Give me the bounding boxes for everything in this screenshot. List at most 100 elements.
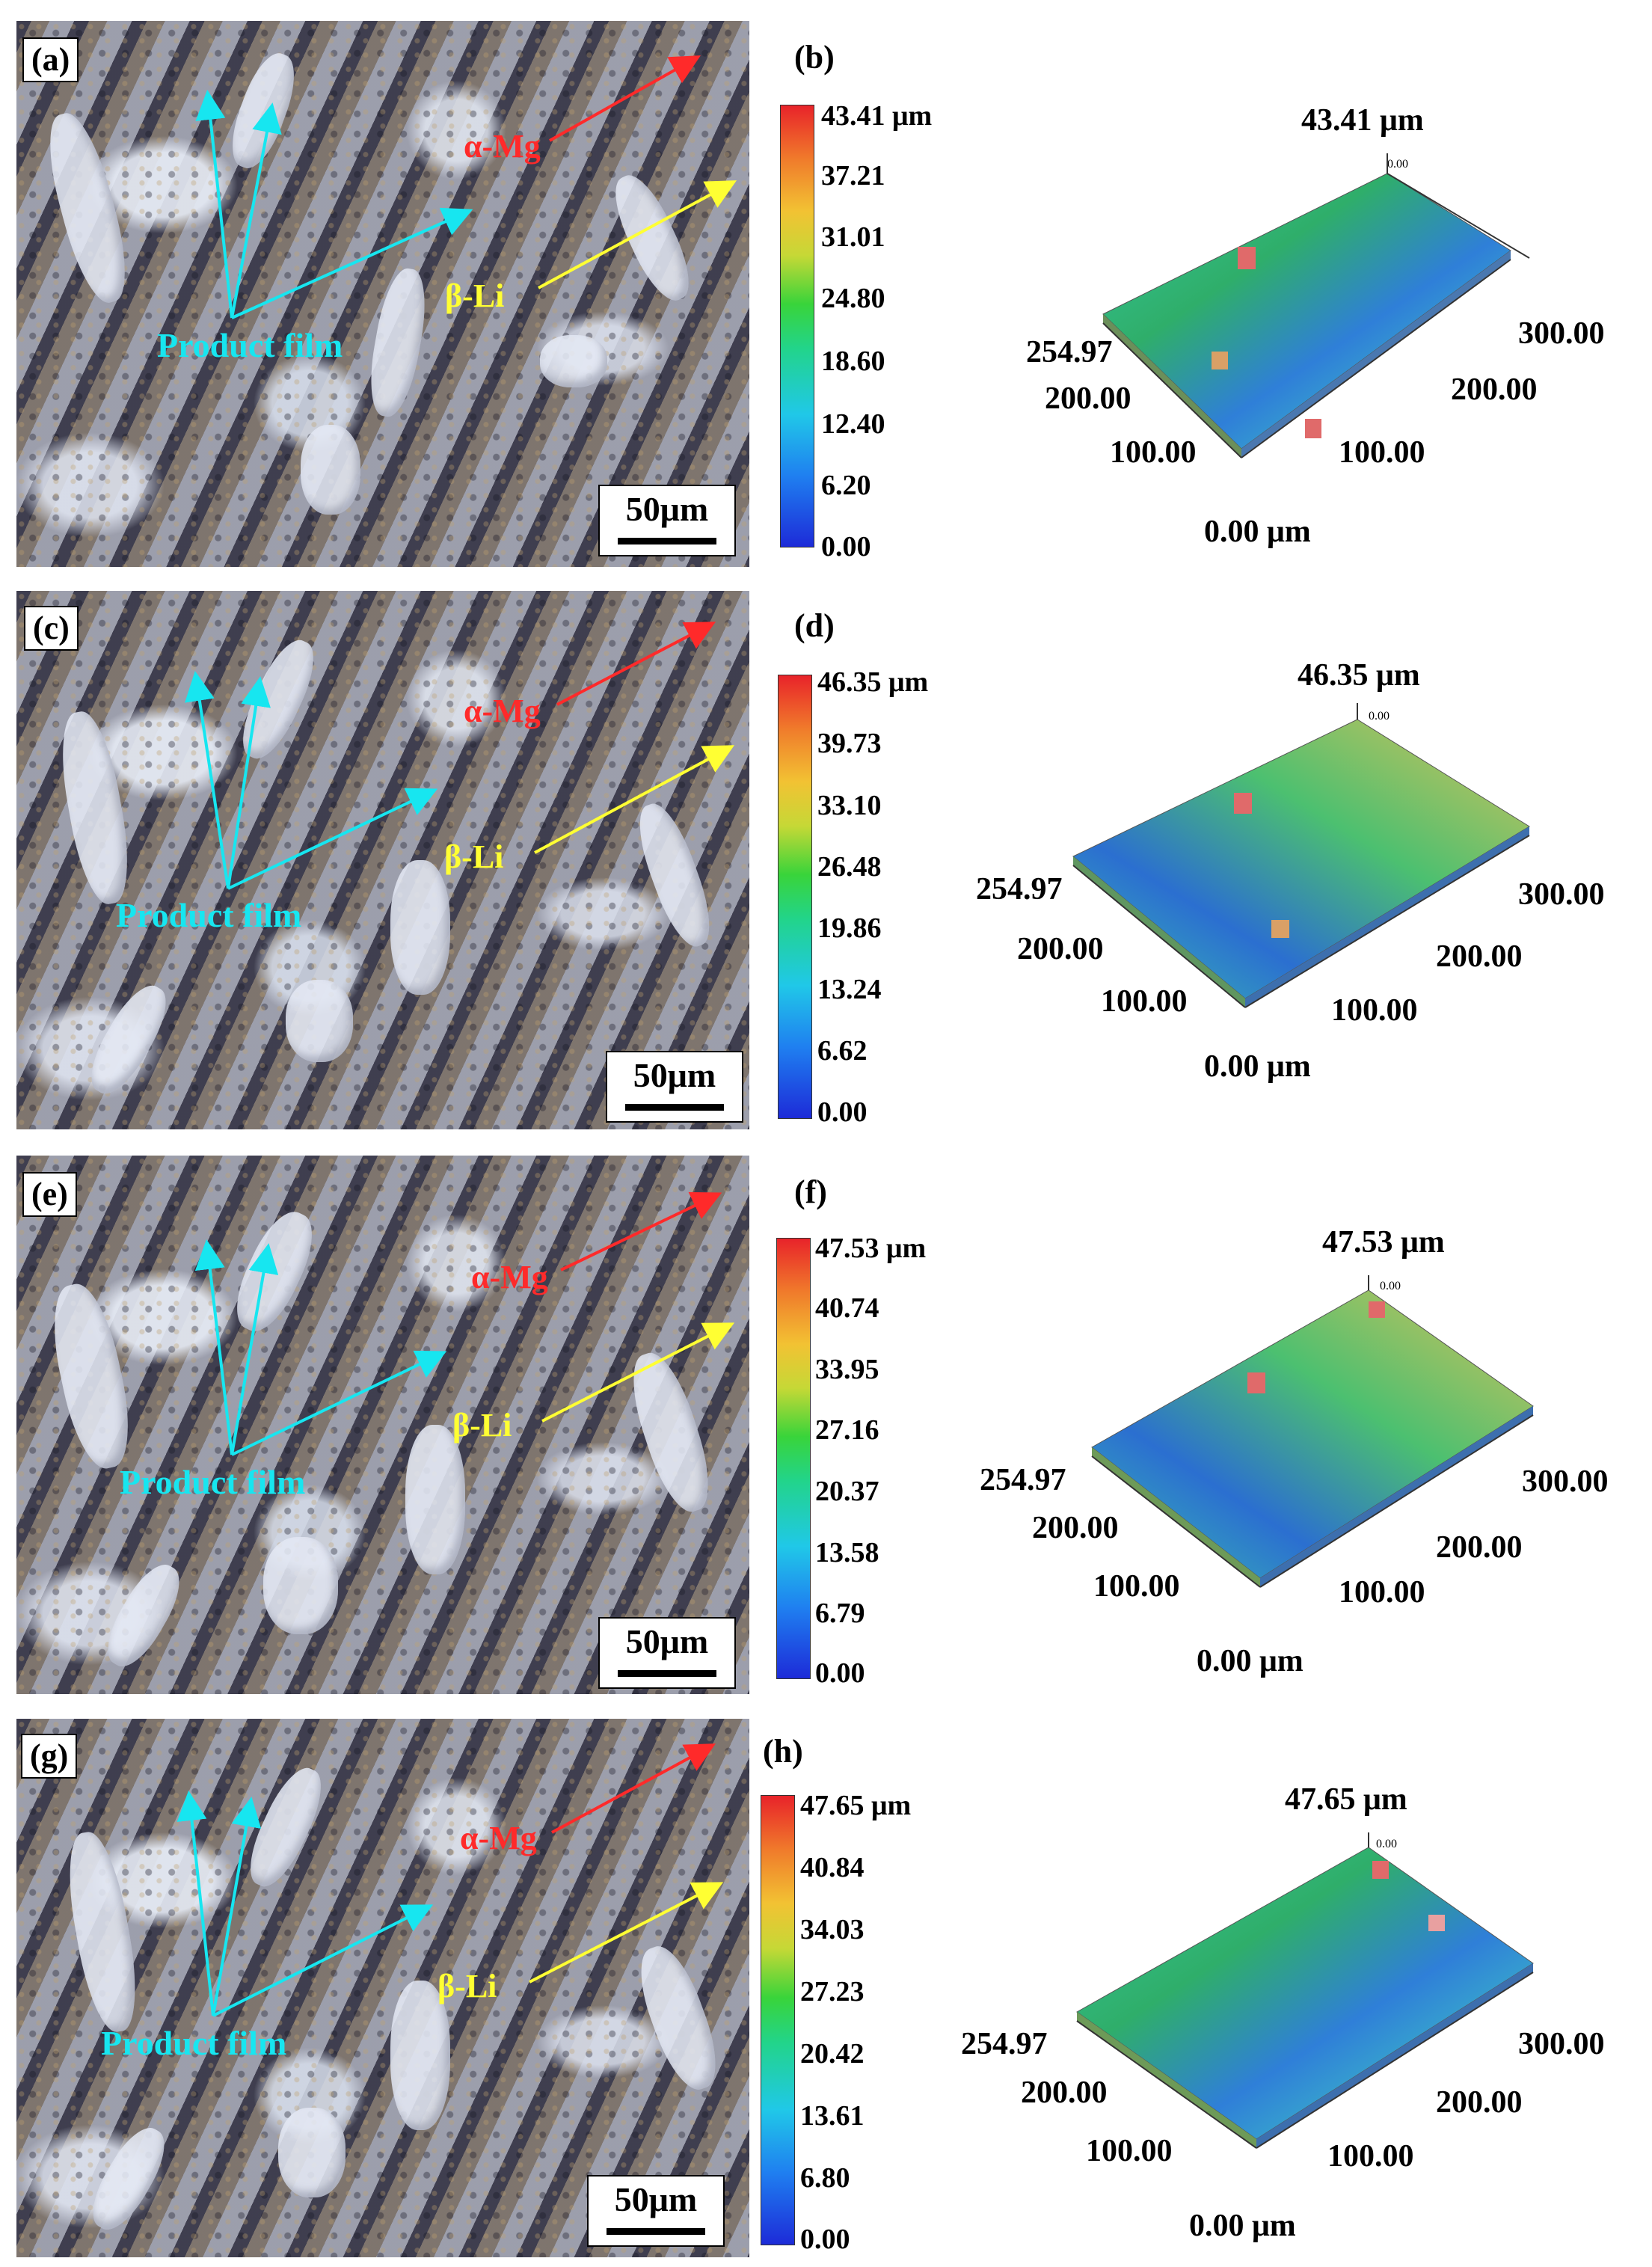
- surface-origin: 0.00 μm: [1197, 1644, 1304, 1678]
- scale-bar: 50μm: [598, 485, 736, 556]
- colorbar-tick: 0.00: [821, 531, 871, 562]
- beta-li-label: β-Li: [445, 277, 505, 314]
- surface-z-top: 47.65 μm: [1285, 1782, 1407, 1817]
- alpha-mg-label: α-Mg: [464, 128, 541, 165]
- surface-z-small: 0.00: [1369, 710, 1390, 723]
- surface-x-mid: 200.00: [1436, 939, 1523, 974]
- colorbar-tick: 6.79: [815, 1598, 865, 1629]
- surface-x-low: 100.00: [1339, 1575, 1425, 1610]
- beta-li-label: β-Li: [444, 838, 504, 875]
- surface-z-top: 47.53 μm: [1322, 1225, 1445, 1260]
- surface-x-mid: 200.00: [1451, 372, 1538, 407]
- scale-bar-text: 50μm: [625, 490, 709, 528]
- scale-bar-line: [618, 538, 716, 544]
- colorbar-tick: 19.86: [817, 912, 882, 944]
- surface-z-small: 0.00: [1380, 1280, 1401, 1292]
- colorbar-tick: 6.80: [800, 2162, 850, 2194]
- beta-li-label: β-Li: [437, 1968, 497, 2004]
- surface-x-mid: 200.00: [1436, 2085, 1523, 2120]
- beta-li-label: β-Li: [452, 1407, 512, 1444]
- scale-bar-text: 50μm: [625, 1622, 709, 1660]
- scale-bar-line: [618, 1670, 716, 1677]
- alpha-mg-label: α-Mg: [460, 1820, 537, 1856]
- surface-y-max: 254.97: [976, 872, 1063, 907]
- colorbar-tick: 33.10: [817, 790, 882, 821]
- micrograph-texture: [16, 21, 749, 567]
- surface-y-mid: 200.00: [1045, 381, 1131, 416]
- alpha-mg-grain: [540, 335, 607, 387]
- scale-bar: 50μm: [587, 2175, 725, 2247]
- surface-y-max: 254.97: [1026, 335, 1113, 369]
- surface-origin: 0.00 μm: [1204, 515, 1311, 549]
- scale-bar-text: 50μm: [614, 2180, 698, 2218]
- colorbar-tick: 0.00: [815, 1657, 865, 1689]
- colorbar-tick: 18.60: [821, 346, 885, 377]
- product-film-label: Product film: [116, 896, 302, 934]
- alpha-mg-label: α-Mg: [464, 693, 541, 729]
- panel-label-h: (h): [763, 1733, 803, 1770]
- colorbar-tick: 6.20: [821, 470, 871, 501]
- surface-x-max: 300.00: [1518, 316, 1605, 351]
- annotation-arrows-a: [195, 55, 737, 319]
- panel-label-f: (f): [794, 1174, 827, 1210]
- colorbar: [776, 1238, 811, 1679]
- alpha-mg-grain: [286, 980, 353, 1062]
- surface-plot-h: [1076, 1832, 1534, 2149]
- colorbar-tick: 47.65 μm: [800, 1790, 912, 1821]
- scale-bar: 50μm: [606, 1051, 743, 1123]
- colorbar: [761, 1795, 795, 2245]
- colorbar-tick: 20.42: [800, 2038, 865, 2070]
- colorbar-tick: 47.53 μm: [815, 1233, 927, 1264]
- surface-y-low: 100.00: [1086, 2134, 1173, 2168]
- surface-x-max: 300.00: [1522, 1464, 1609, 1499]
- surface-y-low: 100.00: [1110, 435, 1197, 470]
- product-film-label: Product film: [157, 326, 343, 364]
- annotation-arrows-e: [194, 1191, 735, 1456]
- surface-origin: 0.00 μm: [1189, 2209, 1296, 2243]
- surface-y-mid: 200.00: [1032, 1511, 1119, 1545]
- surface-z-top: 46.35 μm: [1298, 658, 1420, 693]
- alpha-mg-grain: [390, 860, 450, 995]
- surface-y-mid: 200.00: [1017, 932, 1104, 966]
- colorbar-tick: 13.61: [800, 2100, 865, 2132]
- alpha-mg-grain: [390, 1981, 450, 2130]
- surface-z-top: 43.41 μm: [1301, 103, 1424, 138]
- surface-y-mid: 200.00: [1021, 2076, 1108, 2110]
- colorbar: [780, 105, 814, 547]
- colorbar-tick: 13.58: [815, 1537, 879, 1568]
- colorbar-tick: 40.84: [800, 1852, 865, 1883]
- alpha-mg-grain: [301, 425, 360, 515]
- colorbar: [778, 675, 812, 1119]
- surface-y-max: 254.97: [980, 1463, 1066, 1497]
- micrograph-g: [16, 1719, 749, 2257]
- product-film-label: Product film: [120, 1463, 306, 1501]
- colorbar-tick: 13.24: [817, 974, 882, 1005]
- alpha-mg-grain: [278, 2108, 346, 2197]
- panel-label-e: (e): [22, 1172, 77, 1218]
- colorbar-tick: 0.00: [800, 2224, 850, 2255]
- colorbar-tick: 24.80: [821, 283, 885, 314]
- micrograph-e: [16, 1156, 749, 1694]
- surface-x-mid: 200.00: [1436, 1530, 1523, 1565]
- scale-bar: 50μm: [598, 1617, 736, 1689]
- panel-label-b: (b): [794, 39, 835, 76]
- colorbar-tick: 20.37: [815, 1476, 879, 1507]
- micrograph-c: [16, 591, 749, 1129]
- surface-x-max: 300.00: [1518, 877, 1605, 912]
- colorbar-tick: 46.35 μm: [817, 666, 929, 698]
- surface-y-max: 254.97: [961, 2027, 1048, 2061]
- colorbar-tick: 12.40: [821, 408, 885, 440]
- panel-label-g: (g): [21, 1734, 78, 1779]
- alpha-mg-label: α-Mg: [471, 1259, 548, 1295]
- scale-bar-line: [625, 1104, 724, 1111]
- product-film-label: Product film: [101, 2024, 287, 2062]
- surface-y-low: 100.00: [1093, 1569, 1180, 1604]
- surface-plot-f: [1091, 1275, 1534, 1588]
- colorbar-tick: 40.74: [815, 1292, 879, 1324]
- surface-plot-b: [1102, 153, 1530, 458]
- colorbar-tick: 27.23: [800, 1976, 865, 2007]
- colorbar-tick: 31.01: [821, 221, 885, 253]
- surface-x-low: 100.00: [1339, 435, 1425, 470]
- colorbar-tick: 26.48: [817, 851, 882, 883]
